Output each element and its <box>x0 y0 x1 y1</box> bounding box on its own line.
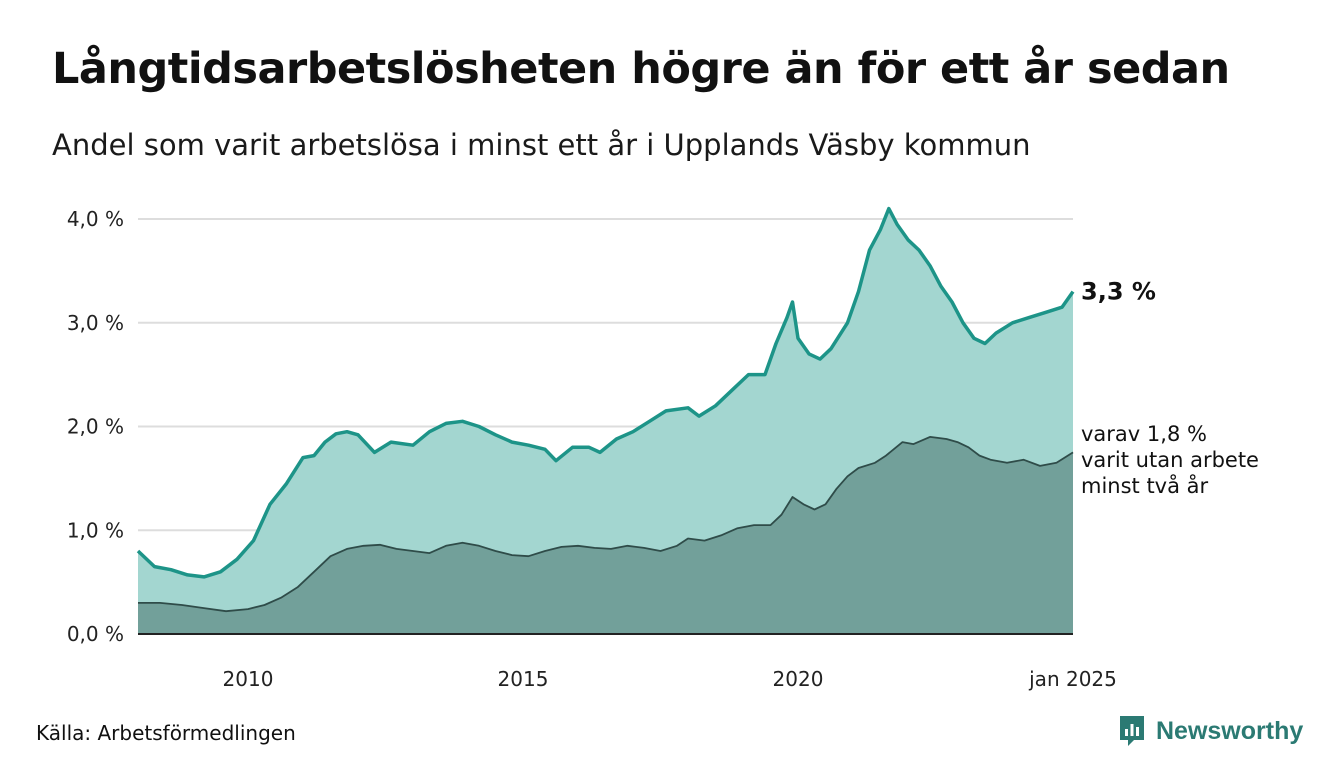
y-tick-label: 3,0 % <box>67 311 124 335</box>
line-unemployed-2yr <box>138 436 1074 613</box>
y-tick-labels: 0,0 % 1,0 % 2,0 % 3,0 % 4,0 % <box>67 207 124 646</box>
note-line: varav 1,8 % <box>1081 422 1207 446</box>
note-line: varit utan arbete <box>1081 448 1259 472</box>
brand-name: Newsworthy <box>1156 716 1304 745</box>
y-tick-label: 0,0 % <box>67 622 124 646</box>
note-line: minst två år <box>1081 473 1209 498</box>
x-tick-label: 2020 <box>773 667 824 691</box>
area-chart: 0,0 % 1,0 % 2,0 % 3,0 % 4,0 % 2010 2015 2020 ja… <box>67 206 1259 691</box>
series-note-label: varav 1,8 % varit utan arbete minst två år <box>1081 422 1259 498</box>
y-tick-label: 2,0 % <box>67 415 124 439</box>
brand-logo: Newsworthy <box>1118 713 1303 749</box>
y-tick-label: 4,0 % <box>67 207 124 231</box>
x-tick-label: jan 2025 <box>1028 667 1117 691</box>
newsworthy-logo-icon <box>1120 716 1144 746</box>
x-tick-label: 2010 <box>223 667 274 691</box>
source-label: Källa: Arbetsförmedlingen <box>36 721 296 745</box>
x-tick-labels: 2010 2015 2020 jan 2025 <box>223 667 1117 691</box>
end-value-label: 3,3 % <box>1081 278 1156 306</box>
chart-title: Långtidsarbetslösheten högre än för ett … <box>52 44 1230 94</box>
chart-subtitle: Andel som varit arbetslösa i minst ett å… <box>52 128 1031 162</box>
x-tick-label: 2015 <box>498 667 549 691</box>
y-tick-label: 1,0 % <box>67 518 124 542</box>
line-unemployed-1yr <box>136 206 1075 579</box>
